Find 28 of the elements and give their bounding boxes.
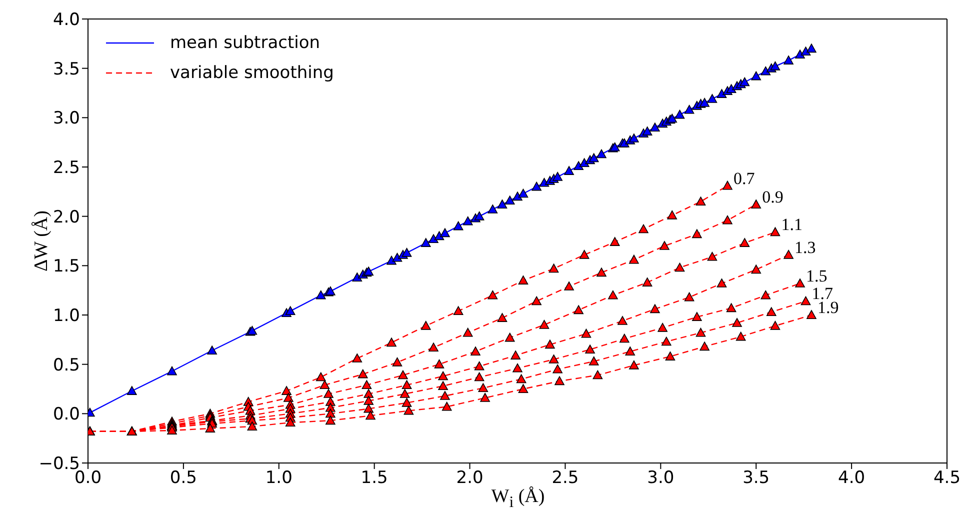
x-tick-label: 3.5 <box>742 468 770 488</box>
y-tick-label: 2.5 <box>52 158 80 178</box>
x-axis-title: W$_{i}$ (Å) <box>491 486 545 511</box>
annotation: 0.7 <box>733 168 756 188</box>
x-tick-label: 4.0 <box>838 468 866 488</box>
y-tick-label: 1.5 <box>52 256 80 277</box>
legend-label: mean subtraction <box>170 32 320 55</box>
legend-label: variable smoothing <box>170 62 334 85</box>
y-tick-label: 0.5 <box>52 355 80 376</box>
x-tick-label: 1.0 <box>265 468 292 488</box>
annotation: 1.5 <box>806 266 828 286</box>
y-tick-label: 3.5 <box>52 59 80 80</box>
y-tick-label: 2.0 <box>52 207 80 228</box>
annotation: 1.1 <box>781 215 802 234</box>
x-tick-label: 0.5 <box>170 468 197 488</box>
y-tick-label: 1.0 <box>52 306 80 326</box>
x-tick-label: 4.5 <box>933 468 961 488</box>
x-tick-label: 3.0 <box>647 468 674 488</box>
annotation: 0.9 <box>762 188 784 207</box>
x-tick-label: 2.0 <box>456 468 484 488</box>
y-tick-label: 0.0 <box>52 404 80 425</box>
annotation: 1.9 <box>817 298 839 318</box>
y-tick-label: 3.0 <box>52 108 80 129</box>
y-tick-label: 4.0 <box>52 10 80 30</box>
x-tick-label: 1.5 <box>360 468 388 488</box>
y-axis-title: ΔW (Å) <box>31 210 53 271</box>
x-tick-label: 2.5 <box>552 468 579 488</box>
annotation: 1.3 <box>794 238 816 257</box>
